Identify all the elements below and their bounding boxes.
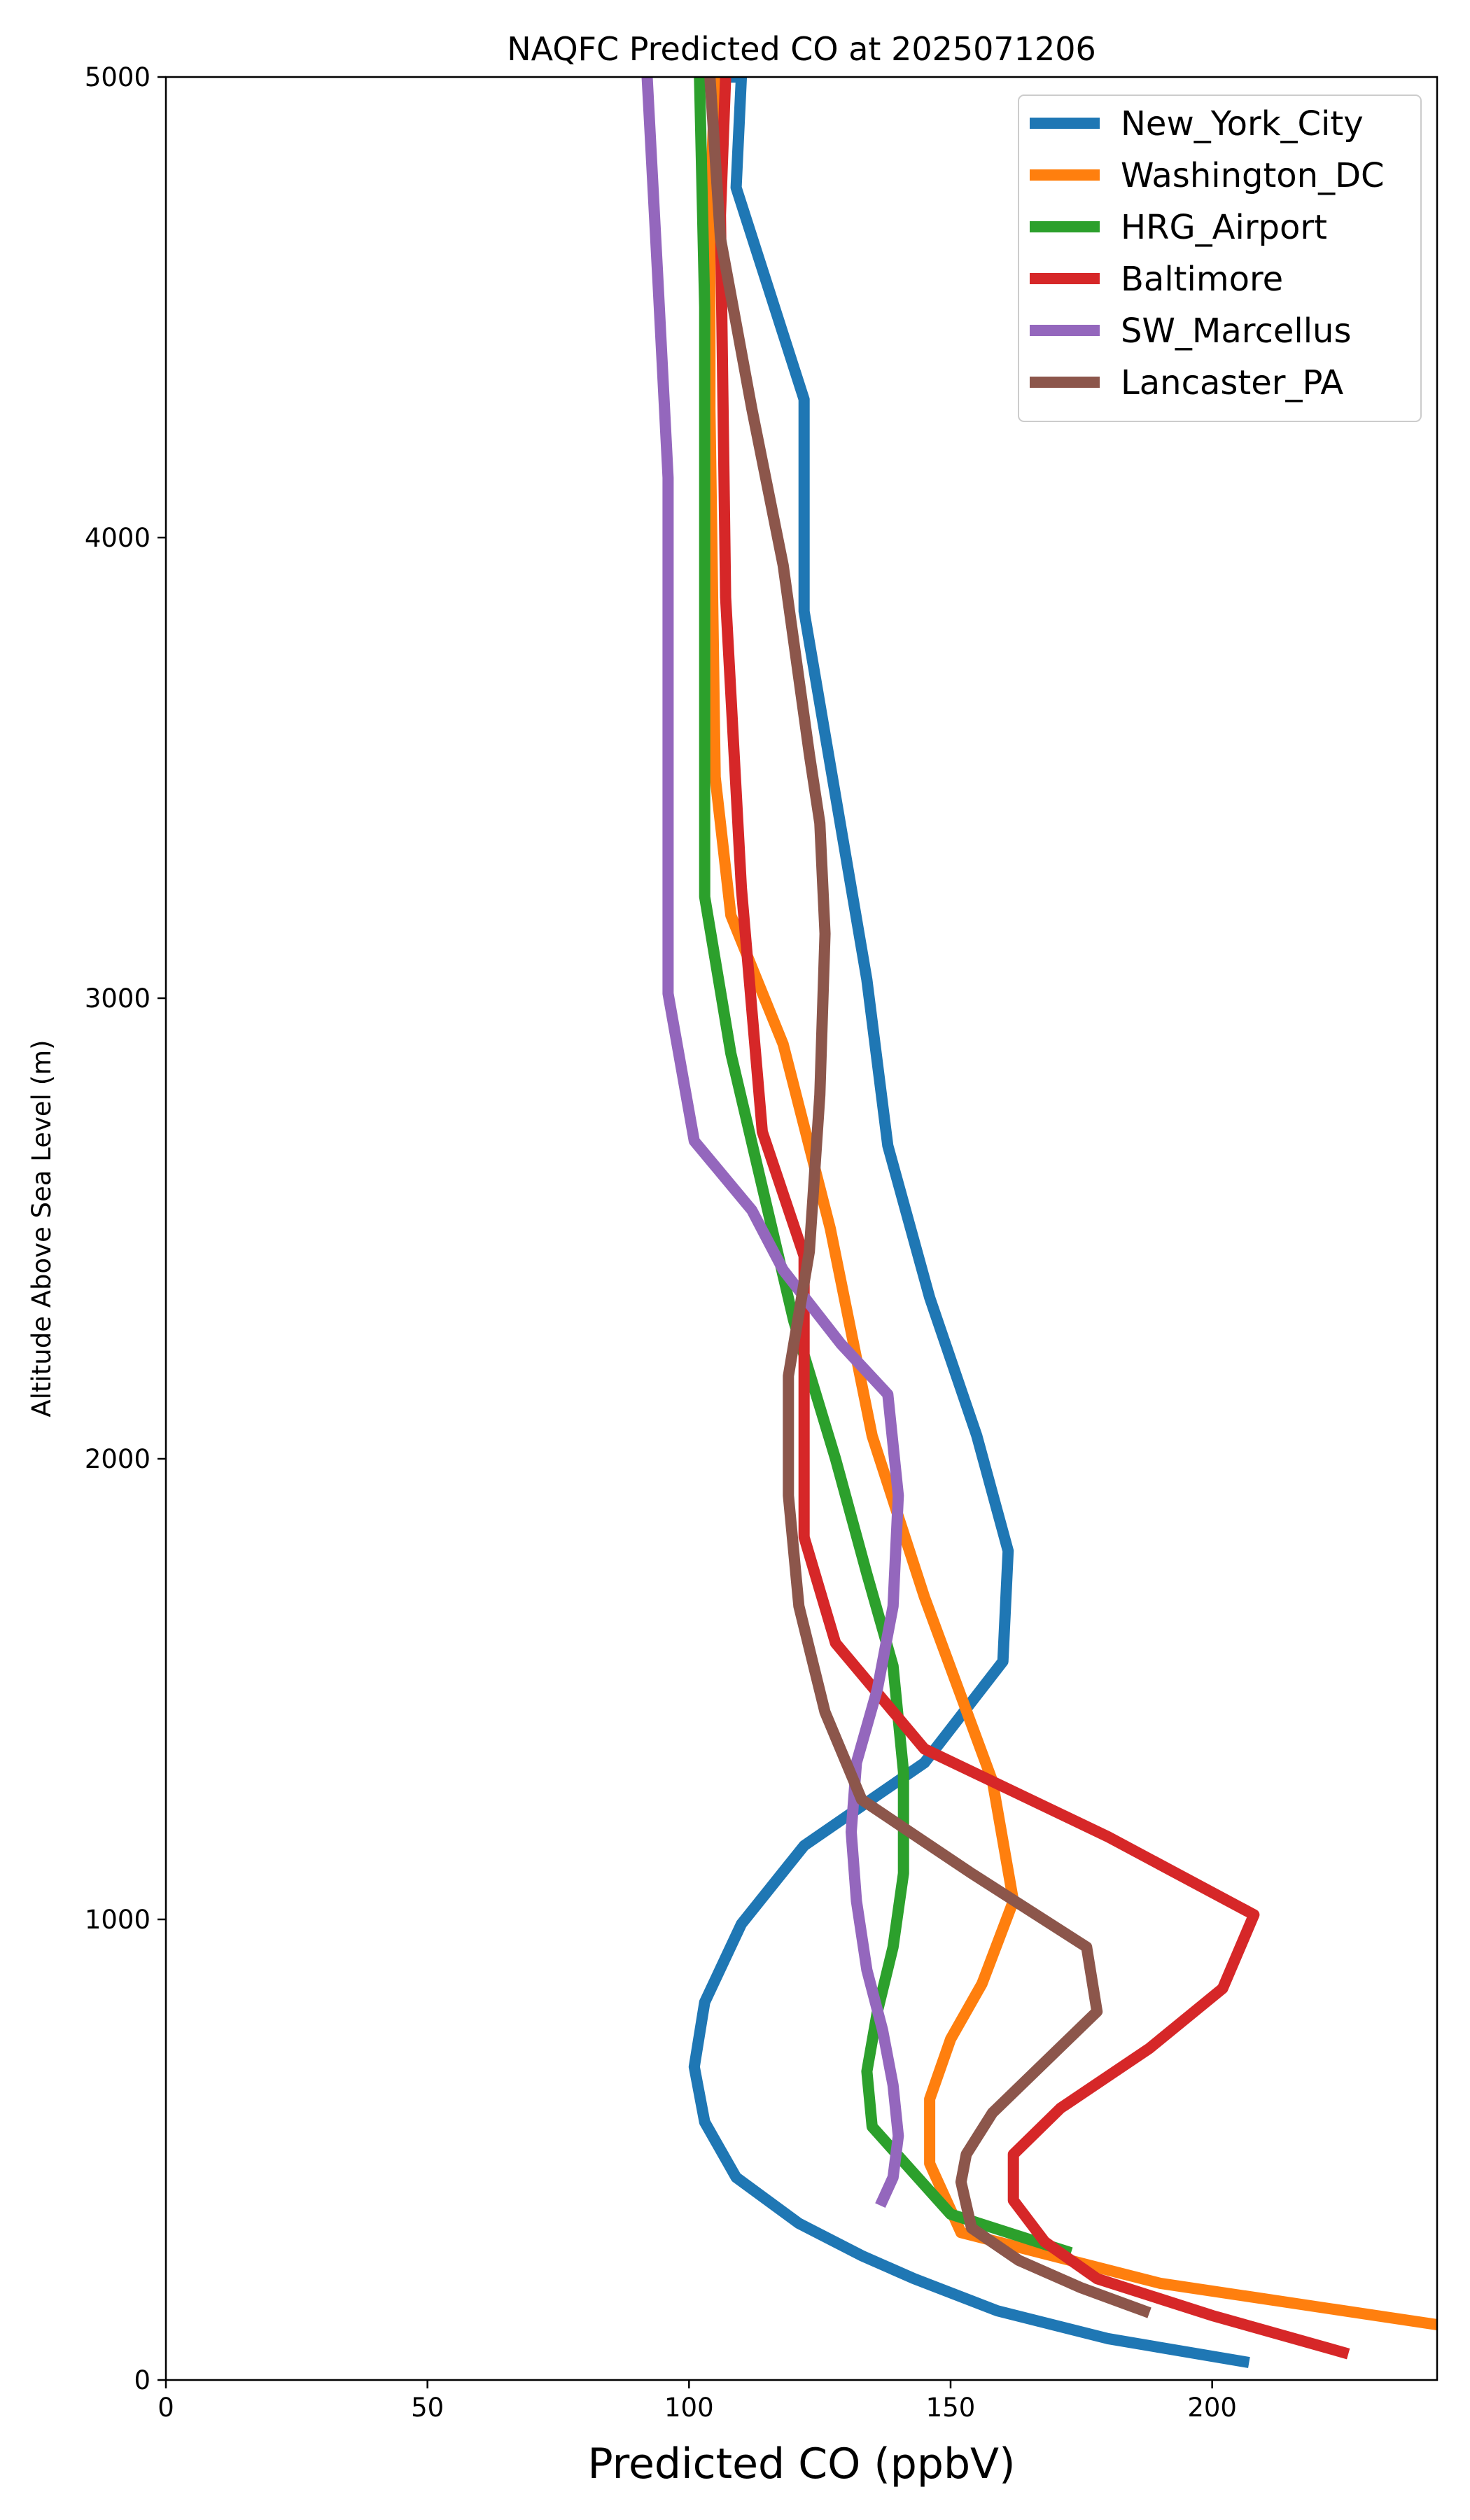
y-tick-label: 0 — [134, 2365, 150, 2395]
legend: New_York_City Washington_DC HRG_Airport Bal… — [1018, 94, 1422, 422]
y-tick-label: 1000 — [85, 1905, 150, 1935]
x-tick-label: 200 — [1187, 2393, 1237, 2423]
y-tick-label: 5000 — [85, 62, 150, 92]
x-tick-label: 150 — [926, 2393, 976, 2423]
series-line-baltimore — [715, 77, 1350, 2360]
series-line-hrg-airport — [694, 77, 1073, 2258]
legend-label-sw-marcellus: SW_Marcellus — [1121, 312, 1351, 351]
plot-frame — [164, 76, 1438, 2381]
y-tick-label: 2000 — [85, 1444, 150, 1474]
x-axis-ticks: 0 50 100 150 200 — [158, 2380, 1237, 2423]
series-line-washington-dc — [704, 77, 1437, 2331]
y-axis-label: Altitude Above Sea Level (m) — [27, 1040, 57, 1417]
legend-label-hrg-airport: HRG_Airport — [1121, 208, 1327, 247]
y-tick-label: 4000 — [85, 523, 150, 553]
x-tick-label: 100 — [664, 2393, 714, 2423]
legend-label-lancaster-pa: Lancaster_PA — [1121, 363, 1343, 402]
legend-label-washington-dc: Washington_DC — [1121, 156, 1385, 195]
legend-box — [1018, 94, 1422, 422]
legend-label-new-york-city: New_York_City — [1121, 104, 1364, 144]
series-line-sw-marcellus — [641, 77, 904, 2208]
series-layer — [641, 77, 1437, 2368]
y-axis-ticks: 0 1000 2000 3000 4000 5000 — [85, 62, 166, 2395]
legend-label-baltimore: Baltimore — [1121, 260, 1283, 299]
chart-title: NAQFC Predicted CO at 2025071206 — [507, 30, 1096, 68]
x-tick-label: 50 — [411, 2393, 444, 2423]
x-axis-label: Predicted CO (ppbV) — [587, 2440, 1015, 2488]
series-line-lancaster-pa — [704, 77, 1152, 2318]
y-tick-label: 3000 — [85, 983, 150, 1014]
legend-items: New_York_City Washington_DC HRG_Airport Bal… — [1030, 104, 1385, 402]
x-tick-label: 0 — [158, 2393, 174, 2423]
